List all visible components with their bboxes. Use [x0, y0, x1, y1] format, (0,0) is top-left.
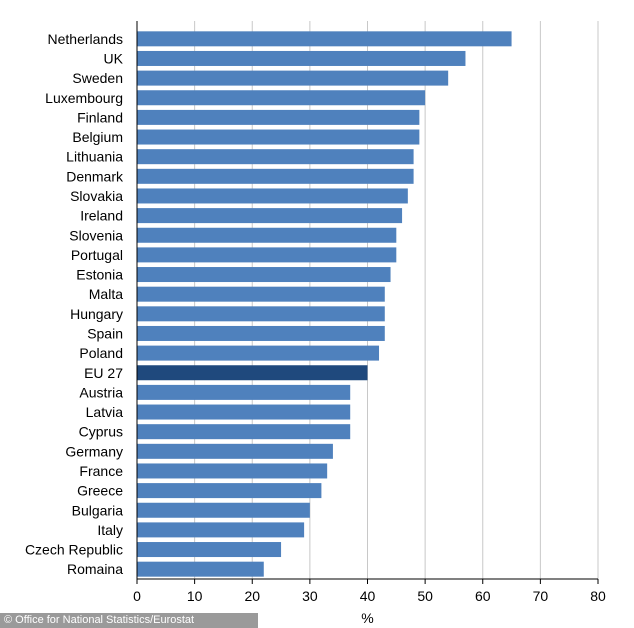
bar-netherlands — [137, 31, 512, 47]
bar-estonia — [137, 267, 391, 283]
category-label-finland: Finland — [77, 109, 123, 125]
x-tick-label-10: 10 — [187, 588, 203, 604]
category-label-portugal: Portugal — [71, 247, 123, 263]
x-tick-label-50: 50 — [417, 588, 433, 604]
bar-sweden — [137, 70, 449, 86]
category-label-germany: Germany — [65, 443, 123, 459]
x-tick-label-20: 20 — [244, 588, 260, 604]
bar-ireland — [137, 208, 403, 224]
bar-slovenia — [137, 227, 397, 243]
category-label-slovakia: Slovakia — [70, 188, 123, 204]
bar-czech-republic — [137, 542, 282, 558]
category-label-uk: UK — [104, 50, 124, 66]
category-label-spain: Spain — [87, 325, 123, 341]
bar-france — [137, 463, 328, 479]
category-label-malta: Malta — [89, 286, 123, 302]
bar-finland — [137, 109, 420, 125]
bar-spain — [137, 325, 385, 341]
bar-uk — [137, 50, 466, 66]
category-label-france: France — [79, 463, 123, 479]
category-label-eu-27: EU 27 — [84, 365, 123, 381]
category-label-czech-republic: Czech Republic — [25, 542, 123, 558]
bar-eu-27 — [137, 365, 368, 381]
bar-austria — [137, 384, 351, 400]
x-axis: 0 10 20 30 40 50 60 70 80 — [133, 21, 606, 604]
category-label-denmark: Denmark — [66, 168, 124, 184]
bar-slovakia — [137, 188, 408, 204]
bar-portugal — [137, 247, 397, 263]
bar-poland — [137, 345, 380, 361]
category-label-netherlands: Netherlands — [48, 31, 124, 47]
category-label-lithuania: Lithuania — [66, 149, 123, 165]
bar-romaina — [137, 561, 264, 577]
category-label-ireland: Ireland — [80, 208, 123, 224]
category-label-poland: Poland — [79, 345, 123, 361]
x-tick-label-30: 30 — [302, 588, 318, 604]
bar-belgium — [137, 129, 420, 145]
x-axis-title: % — [361, 610, 373, 626]
category-label-hungary: Hungary — [70, 306, 123, 322]
category-label-luxembourg: Luxembourg — [45, 90, 123, 106]
bar-hungary — [137, 306, 385, 322]
bar-italy — [137, 522, 305, 538]
bar-lithuania — [137, 149, 414, 165]
x-tick-label-0: 0 — [133, 588, 141, 604]
category-label-romaina: Romaina — [67, 561, 123, 577]
category-label-cyprus: Cyprus — [79, 424, 123, 440]
bar-germany — [137, 443, 333, 459]
x-tick-label-60: 60 — [475, 588, 491, 604]
category-label-austria: Austria — [79, 384, 123, 400]
bar-luxembourg — [137, 90, 426, 106]
x-tick-label-80: 80 — [590, 588, 606, 604]
category-label-slovenia: Slovenia — [69, 227, 123, 243]
category-label-sweden: Sweden — [72, 70, 123, 86]
bars — [137, 31, 512, 577]
category-label-estonia: Estonia — [76, 267, 123, 283]
bar-greece — [137, 483, 322, 499]
category-label-bulgaria: Bulgaria — [72, 502, 124, 518]
bar-latvia — [137, 404, 351, 420]
category-label-latvia: Latvia — [86, 404, 124, 420]
category-label-belgium: Belgium — [72, 129, 123, 145]
source-credit: © Office for National Statistics/Eurosta… — [0, 613, 258, 628]
bar-cyprus — [137, 424, 351, 440]
bar-denmark — [137, 168, 414, 184]
category-labels: Netherlands UK Sweden Luxembourg Finland Belg… — [25, 31, 124, 577]
category-label-italy: Italy — [97, 522, 123, 538]
bar-malta — [137, 286, 385, 302]
x-tick-label-70: 70 — [533, 588, 549, 604]
x-tick-label-40: 40 — [360, 588, 376, 604]
category-label-greece: Greece — [77, 483, 123, 499]
bar-bulgaria — [137, 502, 310, 518]
